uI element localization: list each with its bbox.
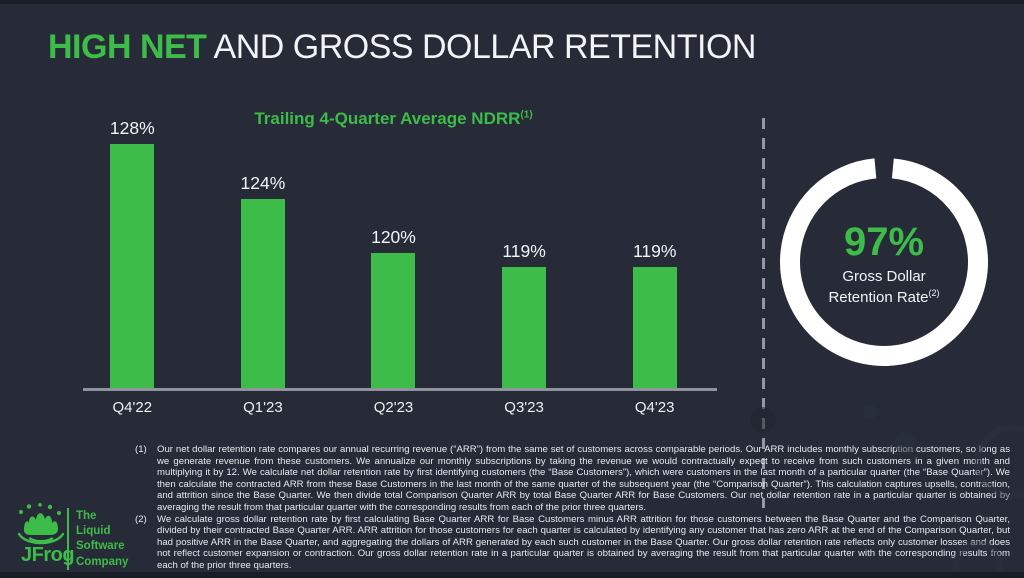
- bar-chart: 128% 124% 120% 119% 119%: [67, 118, 720, 389]
- x-axis-tick-label: Q4'23: [634, 399, 675, 416]
- logo-tagline: The Liquid Software Company: [76, 509, 128, 570]
- gross-retention-label: Gross Dollar Retention Rate(2): [784, 268, 984, 306]
- bar-chart-title: Trailing 4-Quarter Average NDRR(1): [67, 109, 720, 129]
- footnote-1-marker: (1): [135, 444, 147, 455]
- vertical-dashed-divider: [762, 118, 765, 508]
- footnote-2: (2) We calculate gross dollar retention …: [135, 514, 1010, 572]
- logo-tagline-line: The: [76, 510, 97, 522]
- bar-value-label: 124%: [240, 172, 286, 193]
- bar-column: 120%: [328, 118, 459, 389]
- bar: [110, 144, 155, 389]
- gross-retention-label-line2: Retention Rate: [828, 289, 929, 306]
- donut-chart: [780, 158, 988, 366]
- bar-value-label: 119%: [632, 240, 677, 261]
- bar-value-label: 128%: [109, 118, 155, 139]
- page-title-highlight: HIGH NET: [48, 28, 207, 66]
- gross-retention-value: 97%: [843, 220, 925, 264]
- bar-value-label: 119%: [502, 240, 546, 261]
- jfrog-wordmark: JFrog: [21, 544, 75, 566]
- bar-column: 128%: [67, 118, 198, 389]
- bar: [502, 266, 547, 389]
- bar: [240, 198, 285, 389]
- bar-chart-title-text: Trailing 4-Quarter Average NDRR: [254, 109, 521, 128]
- bar: [632, 266, 677, 389]
- bar-column: 124%: [198, 118, 329, 389]
- donut-ring: [780, 158, 988, 366]
- logo-tagline-line: Liquid: [76, 525, 111, 538]
- x-axis-tick-label: Q1'23: [243, 399, 283, 416]
- logo-tagline-line: Company: [76, 555, 129, 568]
- jfrog-logo: JFrog The Liquid Software Company: [15, 503, 140, 573]
- bar-value-label: 120%: [371, 227, 416, 247]
- page-title: HIGH NET AND GROSS DOLLAR RETENTION: [48, 28, 948, 67]
- bar-column: 119%: [459, 118, 590, 389]
- donut-center-text: 97% Gross Dollar Retention Rate(2): [784, 220, 984, 306]
- page-title-rest: AND GROSS DOLLAR RETENTION: [206, 28, 757, 66]
- footnotes: (1) Our net dollar retention rate compar…: [135, 444, 1010, 572]
- footnote-1-text: Our net dollar retention rate compares o…: [157, 444, 1010, 513]
- x-axis-line: [83, 388, 717, 391]
- x-axis-tick-label: Q2'23: [373, 399, 414, 416]
- bar-chart-title-footnote-marker: (1): [520, 109, 533, 121]
- footnote-2-text: We calculate gross dollar retention rate…: [157, 513, 1010, 571]
- x-axis-tick-label: Q4'22: [112, 399, 153, 416]
- bar-column: 119%: [589, 118, 720, 389]
- logo-divider: [67, 508, 69, 570]
- x-axis-labels: Q4'22 Q1'23 Q2'23 Q3'23 Q4'23: [67, 399, 720, 416]
- jfrog-splash-icon: [17, 503, 65, 545]
- x-axis-tick-label: Q3'23: [504, 399, 544, 416]
- footnote-2-marker: (2): [135, 513, 147, 525]
- footnote-1: (1) Our net dollar retention rate compar…: [135, 444, 1010, 514]
- gross-retention-label-line1: Gross Dollar: [842, 268, 926, 285]
- top-edge-strip: [0, 0, 1024, 4]
- gross-retention-footnote-marker: (2): [928, 288, 940, 298]
- bar: [371, 253, 416, 389]
- logo-tagline-line: Software: [76, 540, 125, 553]
- bottom-edge-strip: [0, 572, 1024, 578]
